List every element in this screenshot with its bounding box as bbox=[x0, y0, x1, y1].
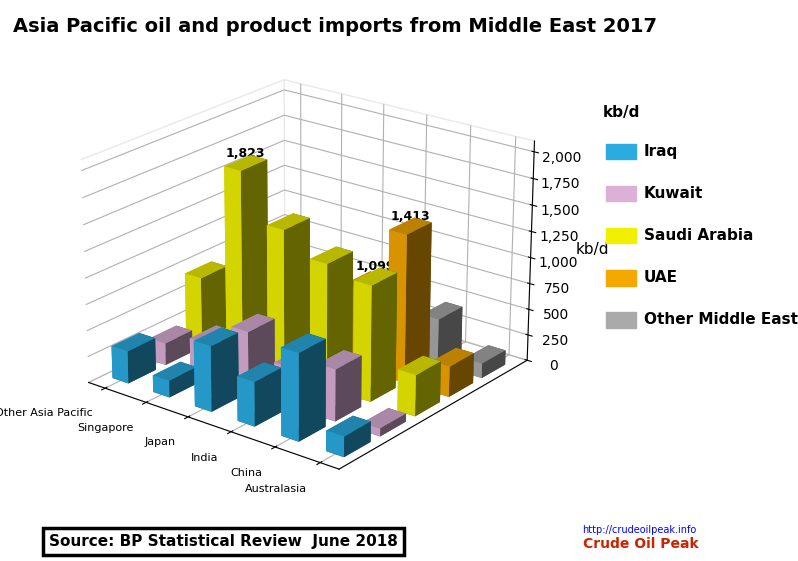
Text: UAE: UAE bbox=[643, 270, 678, 285]
Text: Kuwait: Kuwait bbox=[643, 186, 703, 201]
Text: Iraq: Iraq bbox=[643, 144, 678, 159]
Text: Crude Oil Peak: Crude Oil Peak bbox=[583, 537, 698, 551]
Text: http://crudeoilpeak.info: http://crudeoilpeak.info bbox=[583, 525, 697, 535]
Text: Asia Pacific oil and product imports from Middle East 2017: Asia Pacific oil and product imports fro… bbox=[13, 17, 658, 36]
Text: kb/d: kb/d bbox=[602, 105, 640, 119]
Text: Other Middle East: Other Middle East bbox=[643, 312, 797, 327]
Text: Saudi Arabia: Saudi Arabia bbox=[643, 228, 753, 243]
Text: Source: BP Statistical Review  June 2018: Source: BP Statistical Review June 2018 bbox=[49, 534, 398, 549]
